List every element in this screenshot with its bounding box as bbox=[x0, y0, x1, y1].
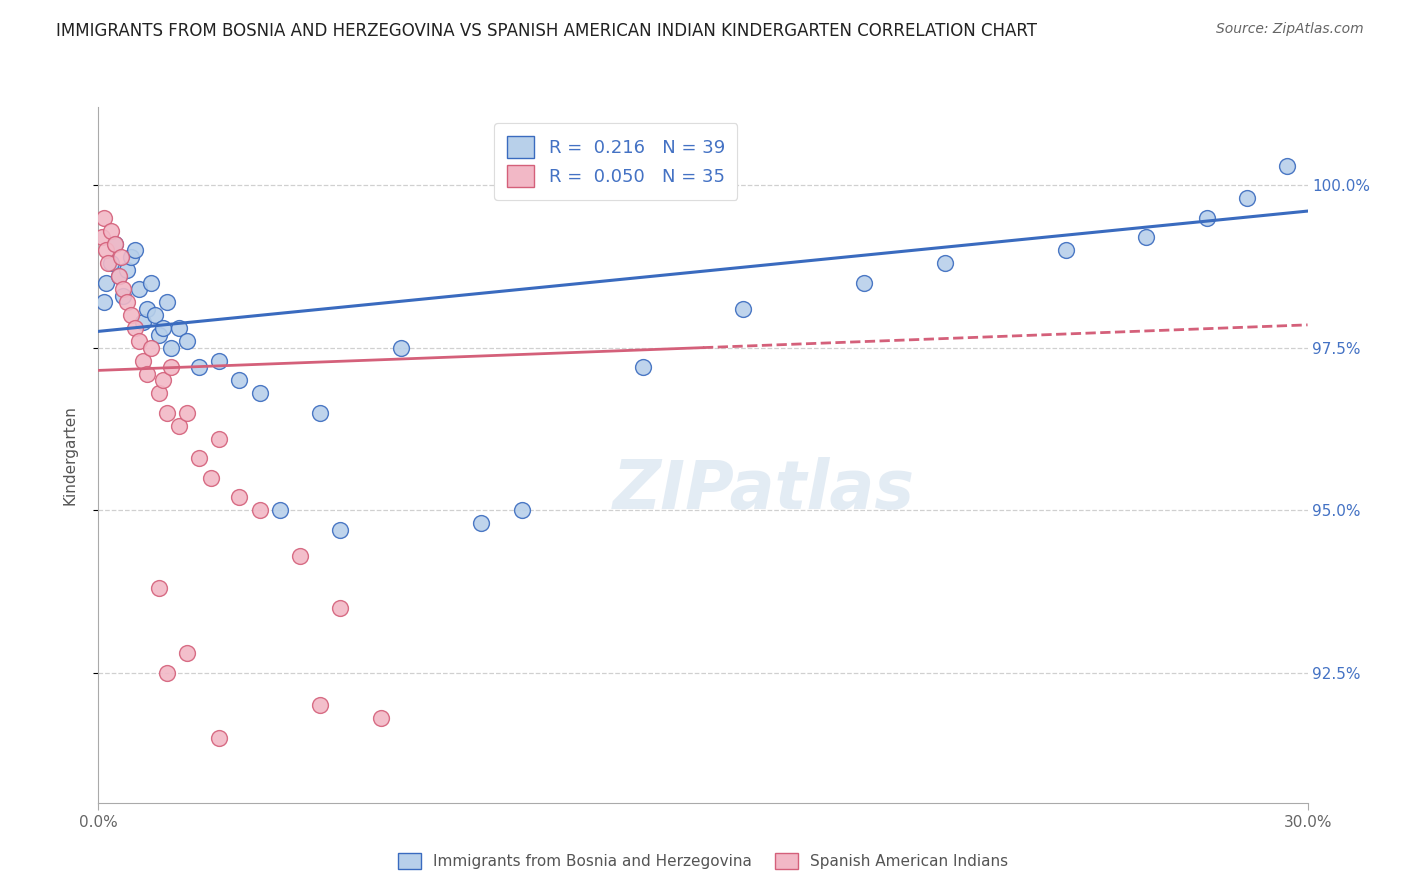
Point bbox=[176, 406, 198, 420]
Point bbox=[1135, 230, 1157, 244]
Point bbox=[228, 373, 250, 387]
Point bbox=[135, 301, 157, 316]
Point bbox=[120, 308, 142, 322]
Point bbox=[139, 341, 162, 355]
Point bbox=[208, 432, 231, 446]
Point bbox=[111, 288, 134, 302]
Point bbox=[1195, 211, 1218, 225]
Point bbox=[329, 600, 352, 615]
Point bbox=[1277, 159, 1299, 173]
Point bbox=[103, 236, 125, 251]
Point bbox=[148, 386, 170, 401]
Point bbox=[115, 262, 138, 277]
Point bbox=[93, 295, 115, 310]
Point bbox=[1054, 243, 1077, 257]
Y-axis label: Kindergarten: Kindergarten bbox=[63, 405, 77, 505]
Point bbox=[934, 256, 956, 270]
Point bbox=[103, 236, 125, 251]
Point bbox=[288, 549, 311, 563]
Point bbox=[156, 406, 179, 420]
Point bbox=[124, 321, 146, 335]
Point bbox=[176, 334, 198, 348]
Point bbox=[176, 646, 198, 660]
Point bbox=[160, 360, 183, 375]
Point bbox=[100, 224, 122, 238]
Legend: Immigrants from Bosnia and Herzegovina, Spanish American Indians: Immigrants from Bosnia and Herzegovina, … bbox=[392, 847, 1014, 875]
Point bbox=[132, 353, 155, 368]
Point bbox=[107, 269, 129, 284]
Point bbox=[228, 490, 250, 504]
Point bbox=[100, 256, 122, 270]
Point bbox=[135, 367, 157, 381]
Point bbox=[208, 353, 231, 368]
Point bbox=[156, 665, 179, 680]
Point bbox=[188, 451, 211, 466]
Point bbox=[733, 301, 755, 316]
Point bbox=[269, 503, 291, 517]
Point bbox=[110, 250, 132, 264]
Point bbox=[152, 373, 174, 387]
Point bbox=[93, 211, 115, 225]
Point bbox=[132, 315, 155, 329]
Point bbox=[470, 516, 492, 531]
Point bbox=[167, 418, 190, 433]
Text: ZIPatlas: ZIPatlas bbox=[613, 457, 914, 523]
Point bbox=[111, 282, 134, 296]
Point bbox=[120, 250, 142, 264]
Point bbox=[329, 523, 352, 537]
Point bbox=[309, 698, 332, 713]
Point bbox=[853, 276, 876, 290]
Text: IMMIGRANTS FROM BOSNIA AND HERZEGOVINA VS SPANISH AMERICAN INDIAN KINDERGARTEN C: IMMIGRANTS FROM BOSNIA AND HERZEGOVINA V… bbox=[56, 22, 1038, 40]
Point bbox=[208, 731, 231, 745]
Point bbox=[139, 276, 162, 290]
Point bbox=[124, 243, 146, 257]
Point bbox=[631, 360, 654, 375]
Point bbox=[309, 406, 332, 420]
Point bbox=[249, 503, 271, 517]
Point bbox=[249, 386, 271, 401]
Point bbox=[1236, 191, 1258, 205]
Point bbox=[115, 295, 138, 310]
Point bbox=[152, 321, 174, 335]
Point bbox=[200, 471, 222, 485]
Point bbox=[510, 503, 533, 517]
Point bbox=[160, 341, 183, 355]
Point bbox=[188, 360, 211, 375]
Point bbox=[389, 341, 412, 355]
Point bbox=[97, 256, 120, 270]
Point bbox=[143, 308, 166, 322]
Point bbox=[370, 711, 392, 725]
Point bbox=[96, 243, 118, 257]
Point bbox=[96, 276, 118, 290]
Point bbox=[148, 327, 170, 342]
Point bbox=[128, 334, 150, 348]
Point bbox=[148, 581, 170, 595]
Point bbox=[128, 282, 150, 296]
Point bbox=[107, 269, 129, 284]
Point bbox=[91, 230, 114, 244]
Legend: R =  0.216   N = 39, R =  0.050   N = 35: R = 0.216 N = 39, R = 0.050 N = 35 bbox=[495, 123, 737, 200]
Point bbox=[156, 295, 179, 310]
Point bbox=[167, 321, 190, 335]
Text: Source: ZipAtlas.com: Source: ZipAtlas.com bbox=[1216, 22, 1364, 37]
